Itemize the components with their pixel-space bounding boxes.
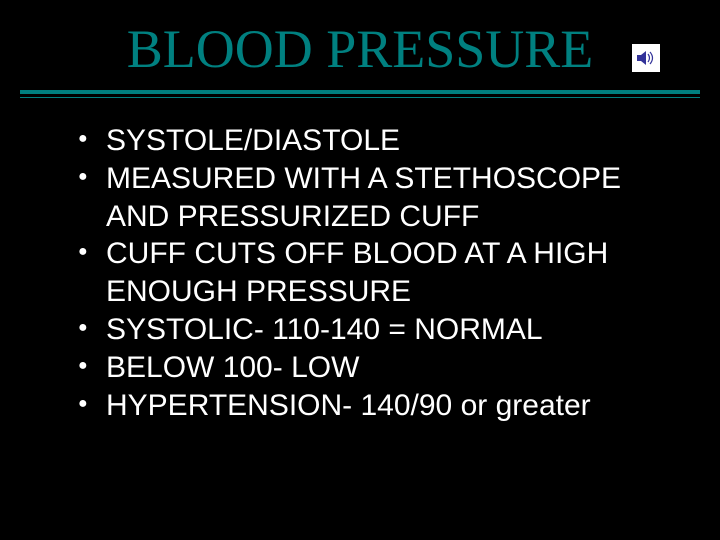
- speaker-icon-svg: [635, 47, 657, 69]
- list-item: SYSTOLE/DIASTOLE: [78, 122, 680, 160]
- slide: BLOOD PRESSURE SYSTOLE/DIASTOLE MEASURED…: [0, 0, 720, 540]
- list-item-text: SYSTOLE/DIASTOLE: [106, 124, 400, 157]
- list-item: SYSTOLIC- 110-140 = NORMAL: [78, 311, 680, 349]
- slide-title: BLOOD PRESSURE: [0, 0, 720, 90]
- list-item: CUFF CUTS OFF BLOOD AT A HIGH ENOUGH PRE…: [78, 235, 680, 311]
- title-rule: [0, 90, 720, 98]
- list-item: MEASURED WITH A STETHOSCOPE AND PRESSURI…: [78, 160, 680, 236]
- list-item-text: CUFF CUTS OFF BLOOD AT A HIGH ENOUGH PRE…: [106, 237, 608, 308]
- rule-top: [20, 90, 700, 94]
- bullet-list: SYSTOLE/DIASTOLE MEASURED WITH A STETHOS…: [0, 98, 720, 424]
- list-item: BELOW 100- LOW: [78, 349, 680, 387]
- list-item-text: HYPERTENSION- 140/90 or greater: [106, 389, 591, 422]
- list-item-text: BELOW 100- LOW: [106, 351, 359, 384]
- list-item: HYPERTENSION- 140/90 or greater: [78, 387, 680, 425]
- list-item-text: MEASURED WITH A STETHOSCOPE AND PRESSURI…: [106, 162, 621, 233]
- speaker-icon[interactable]: [632, 44, 660, 72]
- list-item-text: SYSTOLIC- 110-140 = NORMAL: [106, 313, 543, 346]
